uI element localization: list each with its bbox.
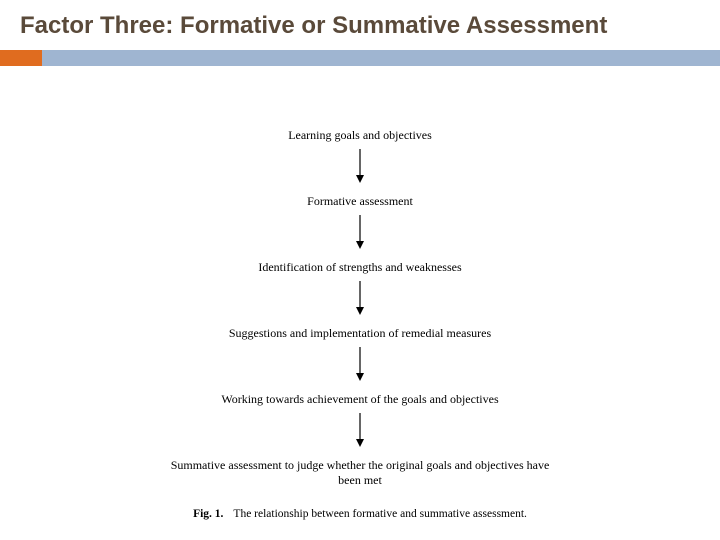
- flowchart: Learning goals and objectives Formative …: [0, 128, 720, 520]
- figure-caption: Fig. 1. The relationship between formativ…: [193, 508, 527, 520]
- arrow-down-icon: [354, 149, 366, 188]
- figure-caption-text: The relationship between formative and s…: [233, 508, 527, 520]
- accent-orange: [0, 50, 42, 66]
- flow-node: Working towards achievement of the goals…: [221, 392, 498, 407]
- accent-bar: [0, 50, 720, 66]
- figure-label: Fig. 1.: [193, 508, 223, 520]
- flow-node: Formative assessment: [307, 194, 413, 209]
- arrow-down-icon: [354, 215, 366, 254]
- flow-node: Suggestions and implementation of remedi…: [229, 326, 491, 341]
- flow-node: Summative assessment to judge whether th…: [170, 458, 550, 488]
- page-title: Factor Three: Formative or Summative Ass…: [20, 12, 700, 40]
- flow-node: Identification of strengths and weakness…: [258, 260, 461, 275]
- arrow-down-icon: [354, 347, 366, 386]
- accent-blue: [42, 50, 720, 66]
- arrow-down-icon: [354, 413, 366, 452]
- flow-node: Learning goals and objectives: [288, 128, 432, 143]
- arrow-down-icon: [354, 281, 366, 320]
- title-block: Factor Three: Formative or Summative Ass…: [0, 0, 720, 44]
